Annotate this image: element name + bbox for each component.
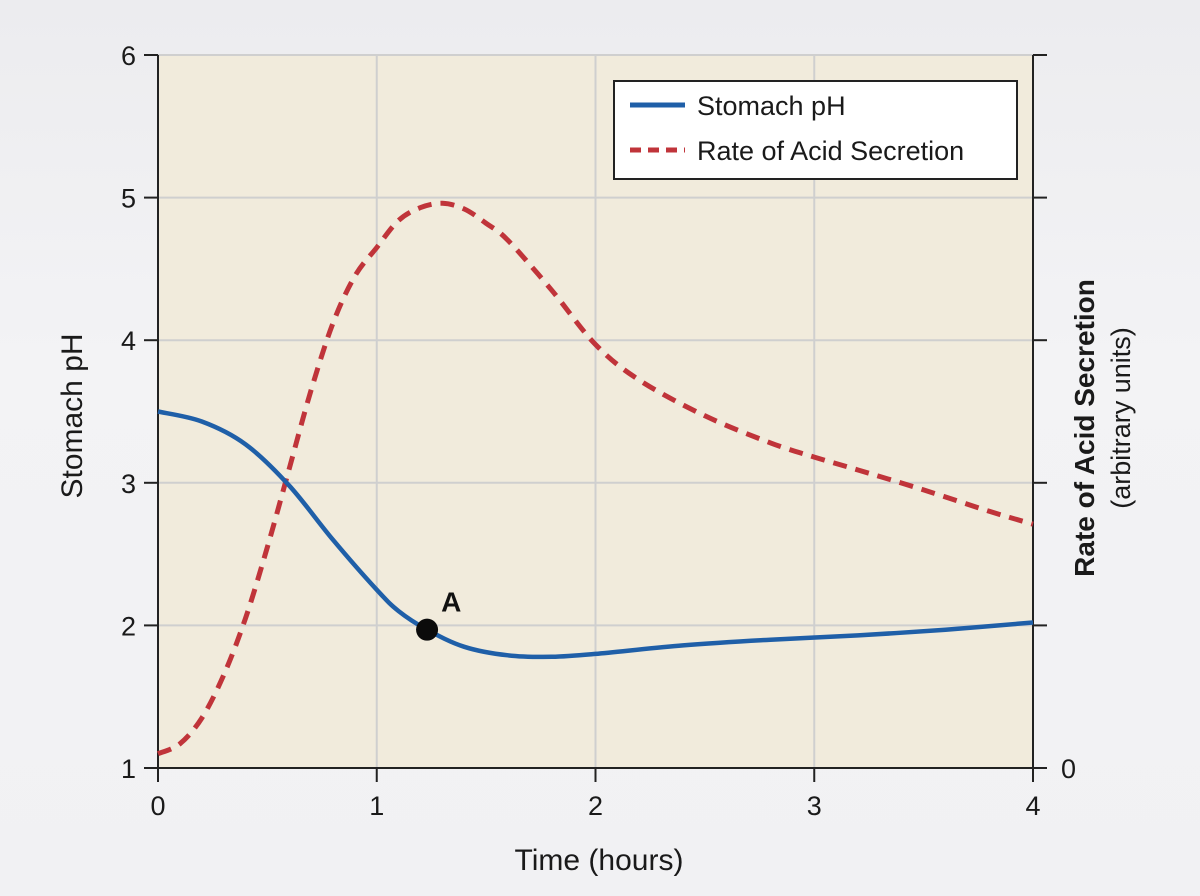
annotations: A — [416, 587, 461, 641]
y-tick-label: 6 — [121, 41, 136, 71]
x-tick-label: 2 — [588, 791, 603, 821]
x-tick-label: 3 — [807, 791, 822, 821]
y2-axis-subtitle: (arbitrary units) — [1106, 327, 1136, 509]
x-tick-label: 0 — [150, 791, 165, 821]
x-tick-label: 1 — [369, 791, 384, 821]
legend: Stomach pH Rate of Acid Secretion — [613, 80, 1018, 180]
series-layer — [156, 200, 1034, 757]
x-tick-label: 4 — [1025, 791, 1040, 821]
y2-axis-title: Rate of Acid Secretion — [1069, 279, 1100, 577]
point-label: A — [441, 587, 461, 618]
y2-tick-label: 0 — [1061, 754, 1076, 784]
point-marker — [416, 618, 439, 641]
legend-label-acid: Rate of Acid Secretion — [697, 136, 964, 166]
y-tick-label: 2 — [121, 611, 136, 641]
y-tick-label: 5 — [121, 184, 136, 214]
x-axis-title: Time (hours) — [515, 844, 684, 877]
series-line-stomach-ph — [157, 409, 1034, 660]
y-tick-label: 4 — [121, 326, 136, 356]
y-axis-title: Stomach pH — [56, 333, 89, 498]
legend-label-ph: Stomach pH — [697, 91, 846, 121]
y-tick-label: 3 — [121, 469, 136, 499]
legend-box — [613, 80, 1018, 180]
series-line-acid-secretion — [156, 200, 1034, 757]
y-tick-label: 1 — [121, 754, 136, 784]
